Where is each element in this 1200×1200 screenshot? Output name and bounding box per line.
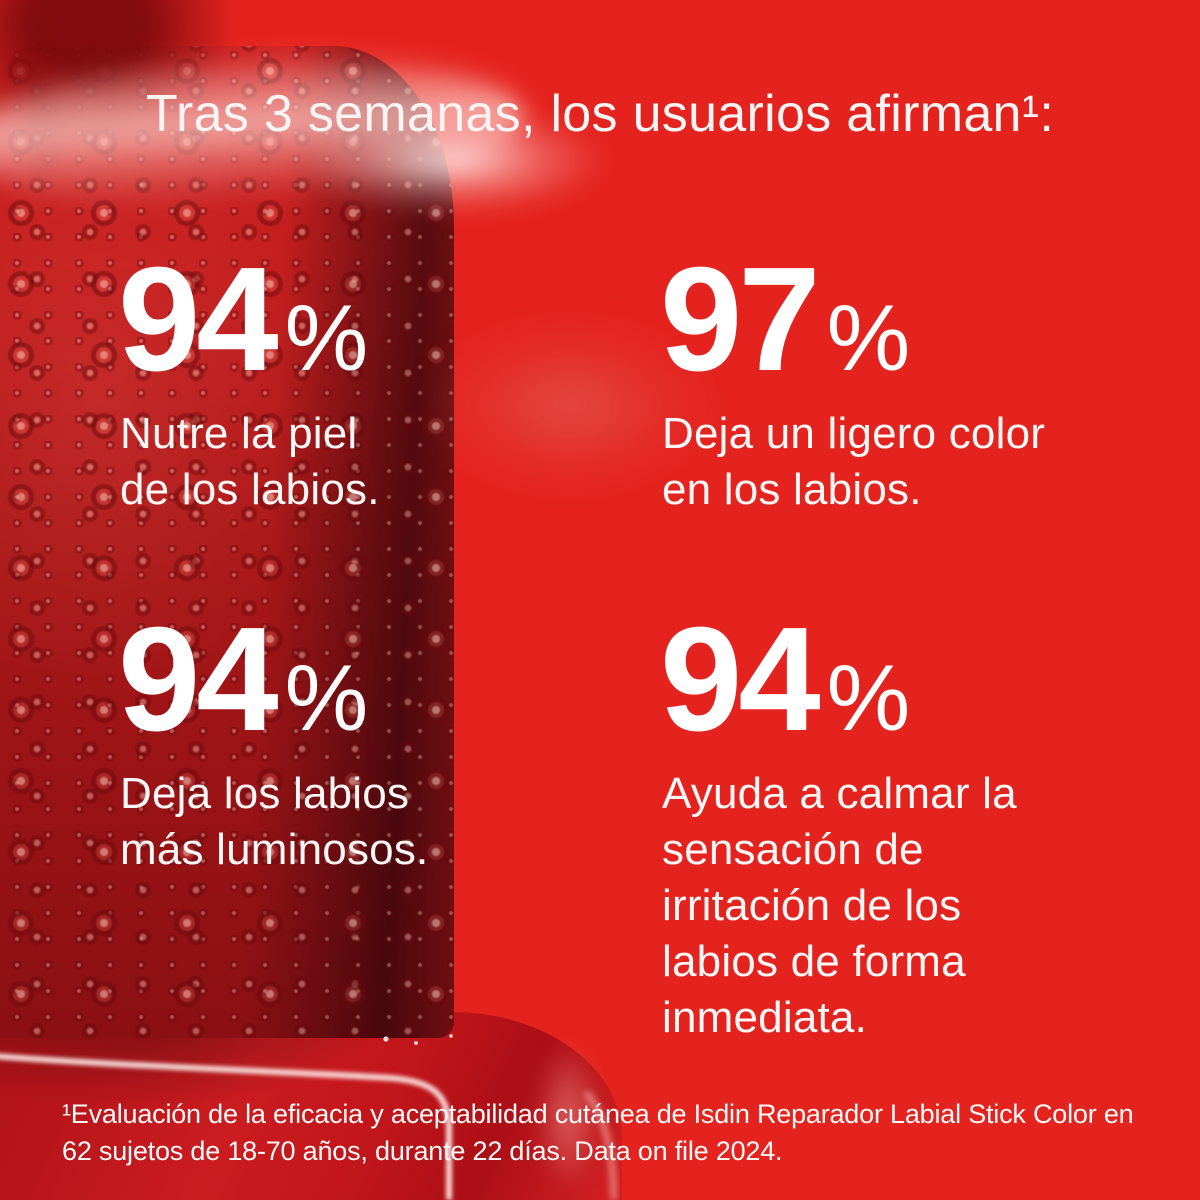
stat-number: 94 % [660,606,1190,754]
base-shoulder-highlight [536,1042,600,1192]
stat-value: 97 [660,237,821,402]
stat-label: Deja los labios más luminosos. [120,769,429,874]
stat-value: 94 [660,597,821,762]
lipstick-base-photo [0,1012,622,1200]
lipstick-bullet-photo [0,46,454,1038]
stat-block-color: 97 % Deja un ligero color en los labios. [660,246,1190,518]
stat-label: Deja un ligero color en los labios. [662,409,1046,514]
percent-sign: % [826,645,911,750]
stat-label: Ayuda a calmar la sensación de irritació… [662,769,1017,1042]
percent-sign: % [284,645,369,750]
percent-sign: % [826,285,911,390]
stat-block-nutre: 94 % Nutre la piel de los labios. [118,246,648,518]
stat-block-calmar: 94 % Ayuda a calmar la sensación de irri… [660,606,1190,1045]
stat-value: 94 [118,597,279,762]
stat-number: 94 % [118,606,648,754]
footnote: ¹Evaluación de la eficacia y aceptabilid… [62,1099,1134,1167]
percent-sign: % [284,285,369,390]
bokeh-blob [420,318,720,493]
stat-number: 97 % [660,246,1190,394]
stat-number: 94 % [118,246,648,394]
stat-value: 94 [118,237,279,402]
bullet-top-highlight [300,104,610,216]
stat-block-luminosos: 94 % Deja los labios más luminosos. [118,606,648,878]
headline: Tras 3 semanas, los usuarios afirman¹: [145,85,1055,143]
base-gloss-highlight [0,1034,618,1200]
stat-label: Nutre la piel de los labios. [120,409,380,514]
